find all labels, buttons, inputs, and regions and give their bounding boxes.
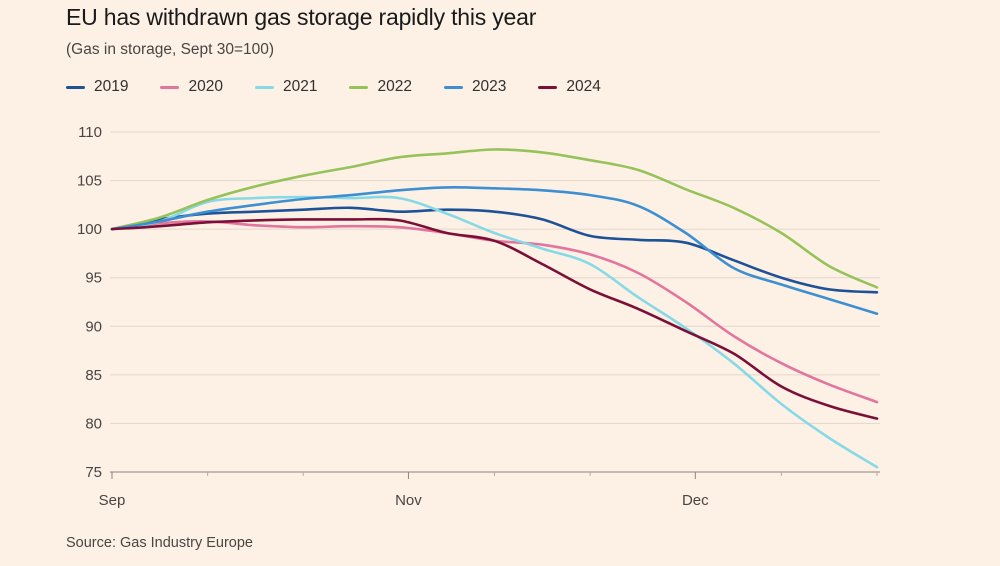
series-line-2024: [110, 217, 879, 420]
series-line-2023: [110, 186, 879, 315]
y-axis-ticks: 75 80 85 90 95 100 105 110: [77, 124, 102, 481]
source-note: Source: Gas Industry Europe: [66, 535, 253, 551]
y-tick-label: 75: [85, 464, 102, 481]
legend-swatch: [66, 85, 85, 89]
legend-swatch: [349, 85, 369, 89]
series-line-2022: [110, 148, 879, 289]
y-tick-label: 80: [85, 415, 102, 432]
x-tick-label: Nov: [395, 492, 422, 509]
series-lines: [110, 148, 879, 469]
legend-swatch: [254, 85, 274, 89]
legend-item-2022: 2022: [349, 78, 412, 96]
y-tick-label: 95: [85, 270, 102, 287]
x-axis: Sep Nov Dec: [99, 472, 878, 509]
x-tick-label: Sep: [99, 492, 126, 509]
chart-subtitle: (Gas in storage, Sept 30=100): [66, 41, 275, 58]
y-tick-label: 105: [77, 173, 102, 190]
legend-swatch: [538, 85, 558, 89]
x-tick-label: Dec: [682, 492, 709, 509]
legend-item-2023: 2023: [443, 78, 507, 96]
legend-label: 2019: [94, 78, 129, 95]
y-tick-label: 85: [85, 367, 102, 384]
legend-swatch: [443, 85, 463, 89]
legend-label: 2021: [282, 78, 318, 95]
legend-item-2024: 2024: [538, 78, 601, 96]
legend-label: 2023: [471, 78, 507, 95]
legend-label: 2024: [566, 78, 601, 95]
chart-title: EU has withdrawn gas storage rapidly thi…: [66, 4, 537, 30]
series-line-2019: [110, 206, 879, 294]
legend: 2019 2020 2021 2022 2023 2024: [66, 78, 633, 96]
y-tick-label: 90: [85, 318, 102, 335]
grid-lines: [110, 131, 880, 473]
legend-label: 2022: [377, 78, 412, 95]
y-tick-label: 110: [78, 124, 102, 141]
legend-item-2020: 2020: [160, 78, 223, 96]
legend-item-2019: 2019: [66, 78, 128, 96]
legend-item-2021: 2021: [254, 78, 318, 96]
series-line-2021: [110, 195, 879, 469]
legend-label: 2020: [188, 78, 223, 95]
legend-swatch: [160, 85, 180, 89]
y-tick-label: 100: [77, 221, 102, 238]
